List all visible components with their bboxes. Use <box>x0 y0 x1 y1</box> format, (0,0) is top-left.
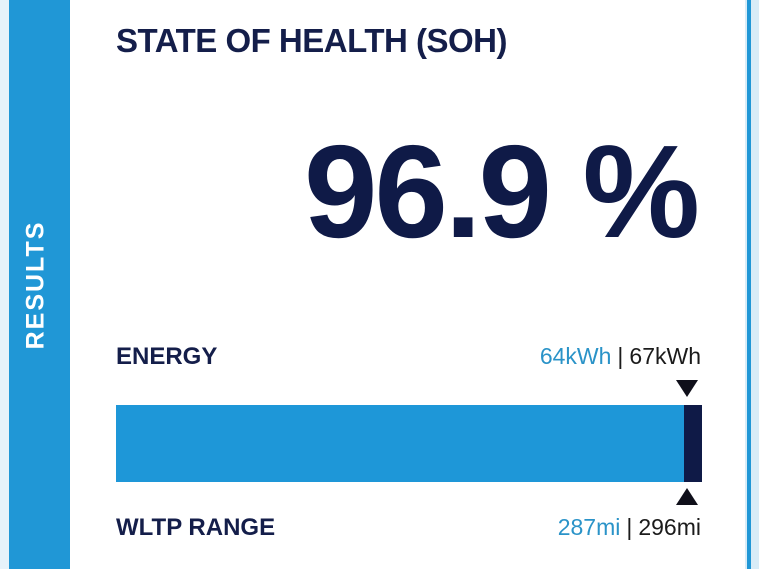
energy-separator: | <box>617 343 624 369</box>
range-current-value: 287mi <box>557 514 621 540</box>
energy-current-value: 64kWh <box>539 343 612 369</box>
original-capacity-marker-icon <box>676 380 698 397</box>
page-title: STATE OF HEALTH (SOH) <box>116 22 507 59</box>
original-range-marker-icon <box>676 488 698 505</box>
results-sidebar: RESULTS <box>0 0 70 569</box>
range-original-value: 296mi <box>638 514 701 540</box>
soh-bar-fill <box>116 405 684 482</box>
soh-percentage: 96.9 % <box>304 118 700 265</box>
range-separator: | <box>626 514 633 540</box>
energy-values: 64kWh | 67kWh <box>540 343 701 370</box>
range-values: 287mi | 296mi <box>558 514 701 541</box>
range-label: WLTP RANGE <box>116 514 276 541</box>
card-right-border <box>745 0 759 569</box>
energy-original-value: 67kWh <box>629 343 701 369</box>
energy-label: ENERGY <box>116 343 218 370</box>
sidebar-stripe <box>0 0 9 569</box>
soh-bar-track <box>116 405 702 482</box>
results-label: RESULTS <box>21 220 50 350</box>
card-border-line <box>747 0 751 569</box>
